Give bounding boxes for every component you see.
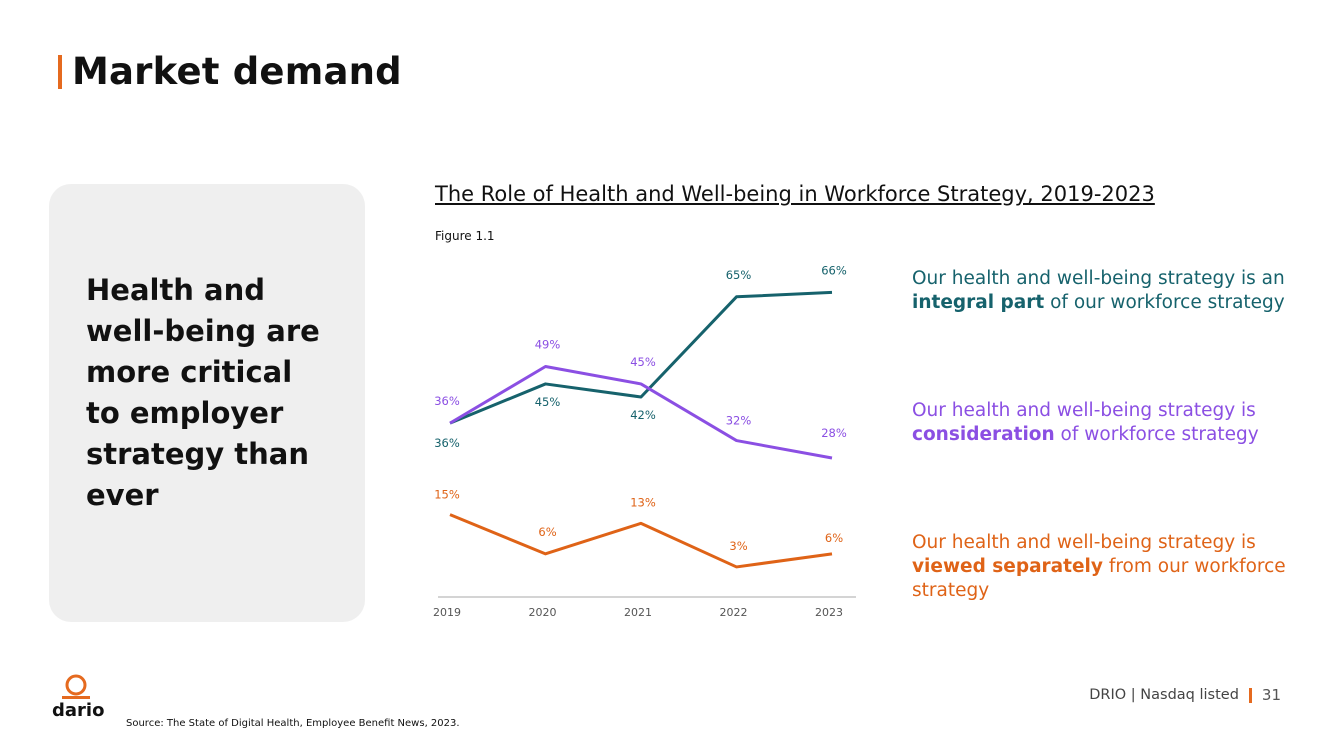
legend-separate-bold: viewed separately bbox=[912, 556, 1103, 577]
data-label: 6% bbox=[825, 531, 843, 545]
figure-label: Figure 1.1 bbox=[435, 229, 495, 243]
key-message-text: Health and well-being are more critical … bbox=[86, 273, 320, 512]
x-tick-label: 2020 bbox=[529, 606, 557, 619]
legend-consideration-bold: consideration bbox=[912, 424, 1055, 445]
legend-integral: Our health and well-being strategy is an… bbox=[912, 267, 1322, 315]
series-line-2 bbox=[449, 513, 833, 569]
page-number: 31 bbox=[1261, 686, 1281, 704]
legend-consideration-post: of workforce strategy bbox=[1054, 424, 1259, 445]
data-label: 49% bbox=[535, 338, 561, 352]
footer-text: DRIO | Nasdaq listed bbox=[1089, 687, 1239, 703]
x-tick-label: 2021 bbox=[624, 606, 652, 619]
legend-separate-post: from our workforce strategy bbox=[912, 556, 1286, 601]
title-accent-bar bbox=[58, 54, 62, 89]
data-label: 45% bbox=[630, 355, 656, 369]
data-label: 42% bbox=[630, 408, 656, 422]
legend-separate: Our health and well-being strategy is vi… bbox=[912, 531, 1322, 603]
logo-text: dario bbox=[52, 700, 105, 721]
data-label: 45% bbox=[535, 395, 561, 409]
data-label: 15% bbox=[434, 488, 460, 502]
data-label: 13% bbox=[630, 495, 656, 509]
data-label: 28% bbox=[821, 426, 847, 440]
data-label: 66% bbox=[821, 263, 847, 277]
legend-integral-pre: Our health and well-being strategy is an bbox=[912, 268, 1285, 289]
line-chart: 2019 2020 2021 2022 2023 36% 45% 42% 65% 66% 36% 49… bbox=[433, 263, 856, 619]
series-line-1 bbox=[449, 365, 833, 460]
data-label: 36% bbox=[434, 436, 460, 450]
chart-title: The Role of Health and Well-being in Wor… bbox=[435, 182, 1155, 206]
x-tick-label: 2022 bbox=[720, 606, 748, 619]
key-message-card: Health and well-being are more critical … bbox=[49, 184, 365, 622]
data-label: 32% bbox=[726, 414, 752, 428]
legend-separate-pre: Our health and well-being strategy is bbox=[912, 532, 1256, 553]
slide-title: Market demand bbox=[72, 50, 402, 93]
data-label: 65% bbox=[726, 268, 752, 282]
source-note: Source: The State of Digital Health, Emp… bbox=[126, 718, 460, 729]
series-line-0 bbox=[449, 290, 833, 425]
data-label: 3% bbox=[729, 539, 747, 553]
footer-separator bbox=[1248, 687, 1252, 703]
dario-logo-icon bbox=[62, 674, 90, 699]
data-label: 36% bbox=[434, 394, 460, 408]
legend-consideration: Our health and well-being strategy is co… bbox=[912, 399, 1322, 447]
slide-title-group: Market demand bbox=[58, 50, 402, 93]
footer: DRIO | Nasdaq listed 31 bbox=[1089, 686, 1281, 704]
x-tick-label: 2019 bbox=[433, 606, 461, 619]
legend-consideration-pre: Our health and well-being strategy is bbox=[912, 400, 1256, 421]
data-label: 6% bbox=[538, 525, 556, 539]
x-tick-label: 2023 bbox=[815, 606, 843, 619]
legend-integral-bold: integral part bbox=[912, 292, 1045, 313]
legend-integral-post: of our workforce strategy bbox=[1044, 292, 1285, 313]
